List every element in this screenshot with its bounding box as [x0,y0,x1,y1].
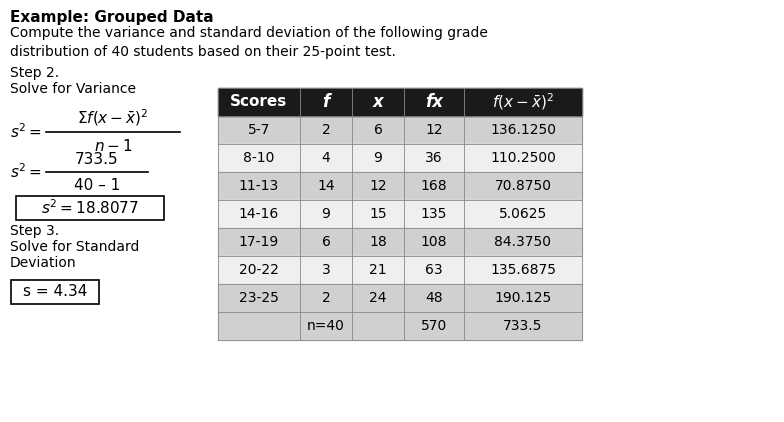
Bar [218,172,582,200]
Text: $\Sigma f(x-\bar{x})^2$: $\Sigma f(x-\bar{x})^2$ [78,108,149,128]
Text: Step 2.: Step 2. [10,66,59,80]
Bar [218,200,582,228]
Text: s = 4.34: s = 4.34 [23,284,87,300]
Text: Deviation: Deviation [10,256,77,270]
Text: 9: 9 [321,207,330,221]
FancyBboxPatch shape [16,196,164,220]
Bar [218,228,582,256]
Text: 110.2500: 110.2500 [490,151,556,165]
Text: 570: 570 [421,319,447,333]
Text: 2: 2 [321,291,330,305]
Text: $f(x-\bar{x})^2$: $f(x-\bar{x})^2$ [492,92,554,112]
Text: x: x [372,93,383,111]
Text: 36: 36 [425,151,443,165]
Text: 40 – 1: 40 – 1 [74,178,120,192]
Text: 48: 48 [425,291,443,305]
Text: 135.6875: 135.6875 [490,263,556,277]
Text: 2: 2 [321,123,330,137]
Bar [218,88,582,116]
Bar [218,144,582,172]
Text: 21: 21 [369,263,387,277]
FancyBboxPatch shape [11,280,99,304]
Text: Scores: Scores [230,95,288,109]
Text: 17-19: 17-19 [239,235,279,249]
Text: Solve for Standard: Solve for Standard [10,240,140,254]
Text: 4: 4 [321,151,330,165]
Text: 190.125: 190.125 [495,291,552,305]
Text: 168: 168 [421,179,448,193]
Text: 5.0625: 5.0625 [499,207,547,221]
Text: 733.5: 733.5 [75,151,119,167]
Text: 63: 63 [425,263,443,277]
Text: 11-13: 11-13 [239,179,279,193]
Text: Example: Grouped Data: Example: Grouped Data [10,10,213,25]
Text: 23-25: 23-25 [239,291,279,305]
Text: 3: 3 [321,263,330,277]
Text: 15: 15 [369,207,387,221]
Text: 108: 108 [421,235,447,249]
Text: 20-22: 20-22 [239,263,279,277]
Text: 84.3750: 84.3750 [495,235,551,249]
Text: n=40: n=40 [307,319,345,333]
Text: 6: 6 [321,235,330,249]
Text: $s^2 =$: $s^2 =$ [10,123,42,141]
Text: 70.8750: 70.8750 [495,179,551,193]
Bar [218,312,582,340]
Text: 135: 135 [421,207,447,221]
Text: $s^2 = 18.8077$: $s^2 = 18.8077$ [41,199,139,217]
Text: $n-1$: $n-1$ [93,138,132,154]
Text: 9: 9 [373,151,383,165]
Text: 8-10: 8-10 [243,151,274,165]
Text: 12: 12 [369,179,387,193]
Text: Solve for Variance: Solve for Variance [10,82,136,96]
Text: f: f [322,93,329,111]
Text: 733.5: 733.5 [503,319,543,333]
Text: Step 3.: Step 3. [10,224,59,238]
Text: 6: 6 [373,123,383,137]
Bar [218,284,582,312]
Bar [218,256,582,284]
Text: 18: 18 [369,235,387,249]
Bar [218,116,582,144]
Text: 14: 14 [318,179,335,193]
Text: 14-16: 14-16 [239,207,279,221]
Text: Compute the variance and standard deviation of the following grade
distribution : Compute the variance and standard deviat… [10,26,488,59]
Text: 12: 12 [425,123,443,137]
Text: 136.1250: 136.1250 [490,123,556,137]
Text: fx: fx [425,93,443,111]
Text: 24: 24 [369,291,387,305]
Text: $s^2 =$: $s^2 =$ [10,162,42,181]
Text: 5-7: 5-7 [248,123,270,137]
